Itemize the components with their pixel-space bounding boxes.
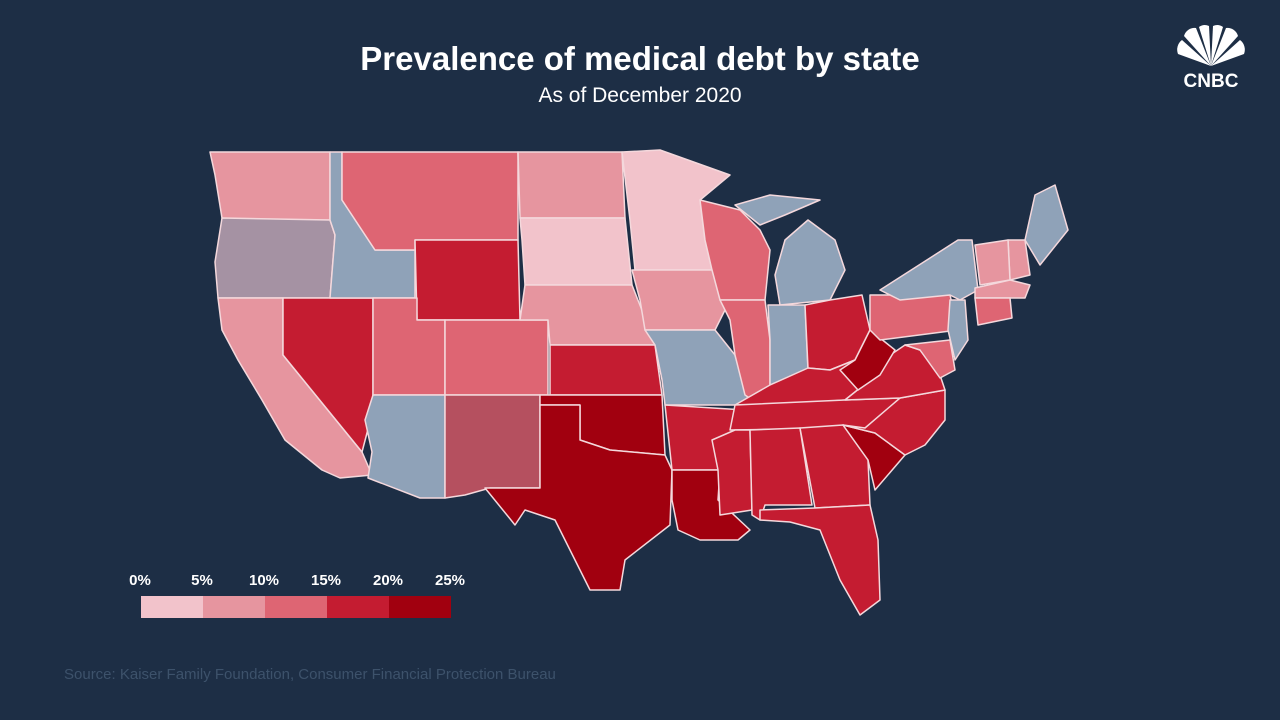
state-nh <box>1007 239 1031 281</box>
state-ct <box>974 297 1013 326</box>
legend-tick: 25% <box>434 572 466 589</box>
state-mt <box>341 151 519 251</box>
chart-subtitle: As of December 2020 <box>538 84 742 107</box>
state-az <box>364 394 446 499</box>
state-me <box>1024 184 1069 266</box>
state-wy <box>414 239 521 321</box>
state-wv <box>839 329 896 391</box>
state-ma <box>974 279 1031 299</box>
state-sd <box>519 217 633 286</box>
state-fl <box>759 504 881 616</box>
legend-tick: 10% <box>248 572 280 589</box>
legend-swatch <box>141 596 203 618</box>
state-wa <box>209 151 331 223</box>
cnbc-logo: CNBC <box>1177 25 1245 90</box>
state-nd <box>517 151 626 219</box>
legend-swatch <box>327 596 389 618</box>
state-nj <box>947 299 969 361</box>
legend-swatch <box>203 596 265 618</box>
state-ks <box>549 344 663 396</box>
state-md <box>904 339 956 379</box>
legend-tick: 15% <box>310 572 342 589</box>
legend-tick: 0% <box>129 572 151 589</box>
state-tx <box>484 404 673 591</box>
state-ga <box>799 424 871 509</box>
state-mi <box>734 194 846 306</box>
chart-title: Prevalence of medical debt by state <box>360 40 920 77</box>
state-pa <box>869 294 959 341</box>
legend-tick: 5% <box>191 572 213 589</box>
legend-swatch <box>265 596 327 618</box>
source-note: Source: Kaiser Family Foundation, Consum… <box>64 666 556 683</box>
state-nm <box>444 394 541 499</box>
svg-text:CNBC: CNBC <box>1184 71 1239 90</box>
state-or <box>214 217 336 299</box>
state-vt <box>974 239 1011 286</box>
legend-tick: 20% <box>372 572 404 589</box>
state-ny <box>879 239 979 301</box>
state-co <box>444 319 549 396</box>
legend-swatch <box>389 596 451 618</box>
